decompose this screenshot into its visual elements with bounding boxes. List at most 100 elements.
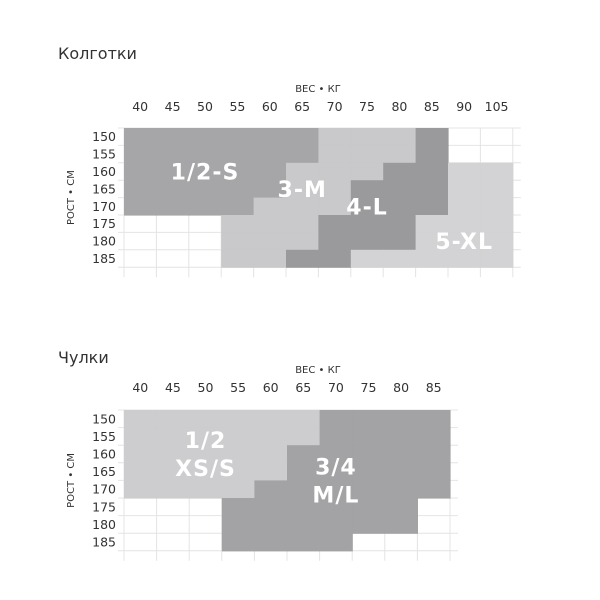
stockings-cell-3-4-m-l (417, 427, 451, 446)
stockings-x-tick-label: 65 (295, 380, 311, 395)
stockings-cell-3-4-m-l (384, 515, 418, 534)
stockings-cell-1-2-xs-s (287, 427, 321, 446)
stockings-cell-3-4-m-l (319, 427, 353, 446)
stockings-cell-1-2-xs-s (189, 480, 223, 499)
tights-cell-5-xl (448, 162, 481, 181)
stockings-size-label: M/L (312, 483, 359, 508)
stockings-section-title: Чулки (58, 348, 109, 367)
tights-cell-1-2-s (221, 180, 255, 199)
stockings-cell-3-4-m-l (287, 533, 321, 552)
tights-cell-3-m (286, 232, 319, 251)
stockings-cell-3-4-m-l (221, 498, 255, 517)
tights-cell-4-l (318, 232, 352, 251)
stockings-y-tick-label: 150 (92, 411, 116, 426)
stockings-cell-3-4-m-l (384, 462, 418, 481)
tights-cell-4-l (383, 232, 417, 251)
tights-x-tick-label: 40 (132, 99, 148, 114)
stockings-y-tick-label: 185 (92, 535, 116, 550)
tights-cell-4-l (286, 249, 319, 268)
stockings-cell-3-4-m-l (319, 462, 353, 481)
tights-cell-1-2-s (188, 162, 222, 181)
stockings-cell-1-2-xs-s (221, 445, 255, 464)
stockings-cell-3-4-m-l (384, 410, 418, 429)
stockings-y-tick-label: 165 (92, 464, 116, 479)
tights-cell-3-m (221, 215, 255, 233)
tights-cell-5-xl (480, 232, 514, 251)
tights-y-tick-label: 160 (92, 164, 116, 179)
tights-x-tick-label: 45 (165, 99, 181, 114)
tights-cell-3-m (318, 180, 352, 199)
tights-cell-3-m (350, 162, 384, 181)
stockings-cell-3-4-m-l (287, 445, 321, 464)
stockings-cell-3-4-m-l (319, 498, 353, 517)
stockings-cell-1-2-xs-s (124, 462, 158, 481)
tights-cell-5-xl (448, 197, 481, 216)
tights-cell-4-l (350, 232, 384, 251)
tights-size-label: 1/2-S (171, 161, 240, 186)
tights-x-tick-label: 55 (229, 99, 245, 114)
tights-size-label: 4-L (346, 195, 387, 220)
tights-y-tick-label: 170 (92, 199, 116, 214)
tights-cell-1-2-s (124, 197, 157, 216)
tights-cell-1-2-s (221, 128, 255, 146)
tights-cell-1-2-s (286, 128, 319, 146)
tights-x-tick-label: 70 (327, 99, 343, 114)
stockings-cell-1-2-xs-s (221, 462, 255, 481)
tights-cell-4-l (415, 162, 449, 181)
stockings-x-tick-label: 70 (328, 380, 344, 395)
tights-y-tick-label: 155 (92, 147, 116, 162)
tights-size-label: 3-M (278, 178, 327, 203)
stockings-cell-3-4-m-l (254, 498, 288, 517)
tights-cell-1-2-s (188, 145, 222, 164)
stockings-cell-3-4-m-l (319, 515, 353, 534)
tights-cell-1-2-s (156, 162, 190, 181)
tights-size-chart: ВЕС • КГ 40 45 50 55 60 65 70 75 80 85 90 105 150 155 1… (66, 84, 521, 278)
tights-y-tick-label: 165 (92, 181, 116, 196)
tights-cell-3-m (221, 249, 255, 268)
tights-cell-4-l (383, 215, 417, 233)
stockings-cell-1-2-xs-s (124, 480, 158, 499)
tights-cell-1-2-s (253, 162, 287, 181)
stockings-cell-3-4-m-l (319, 410, 353, 429)
stockings-cell-1-2-xs-s (156, 427, 190, 446)
stockings-cell-3-4-m-l (384, 498, 418, 517)
tights-cell-1-2-s (124, 145, 157, 164)
tights-cell-5-xl (448, 232, 481, 251)
tights-y-tick-label: 185 (92, 251, 116, 266)
stockings-cell-3-4-m-l (417, 410, 451, 429)
stockings-cell-3-4-m-l (287, 498, 321, 517)
tights-x-tick-label: 90 (456, 99, 472, 114)
stockings-y-tick-label: 155 (92, 429, 116, 444)
tights-cell-3-m (286, 162, 319, 181)
stockings-cell-3-4-m-l (352, 445, 386, 464)
tights-cell-3-m (286, 197, 319, 216)
stockings-cell-1-2-xs-s (156, 445, 190, 464)
tights-cell-1-2-s (221, 197, 255, 216)
tights-size-label: 5-XL (435, 230, 493, 255)
tights-cell-3-m (253, 232, 287, 251)
tights-cell-4-l (350, 197, 384, 216)
tights-cell-1-2-s (188, 128, 222, 146)
tights-cell-1-2-s (253, 145, 287, 164)
tights-cell-5-xl (480, 180, 514, 199)
tights-y-tick-label: 180 (92, 234, 116, 249)
stockings-cell-3-4-m-l (352, 462, 386, 481)
tights-cell-1-2-s (253, 180, 287, 199)
tights-cell-5-xl (415, 215, 449, 233)
stockings-cell-1-2-xs-s (189, 427, 223, 446)
stockings-cell-1-2-xs-s (124, 427, 158, 446)
tights-x-tick-label: 60 (262, 99, 278, 114)
tights-cell-1-2-s (286, 145, 319, 164)
tights-cell-5-xl (448, 180, 481, 199)
stockings-y-tick-label: 160 (92, 447, 116, 462)
tights-cell-5-xl (350, 249, 384, 268)
stockings-cell-1-2-xs-s (254, 462, 288, 481)
stockings-cell-3-4-m-l (221, 515, 255, 534)
stockings-cell-1-2-xs-s (221, 480, 255, 499)
stockings-cell-1-2-xs-s (254, 427, 288, 446)
stockings-cell-1-2-xs-s (189, 462, 223, 481)
stockings-cell-1-2-xs-s (156, 480, 190, 499)
stockings-cell-3-4-m-l (319, 533, 353, 552)
tights-cell-3-m (350, 128, 384, 146)
tights-cell-1-2-s (188, 180, 222, 199)
